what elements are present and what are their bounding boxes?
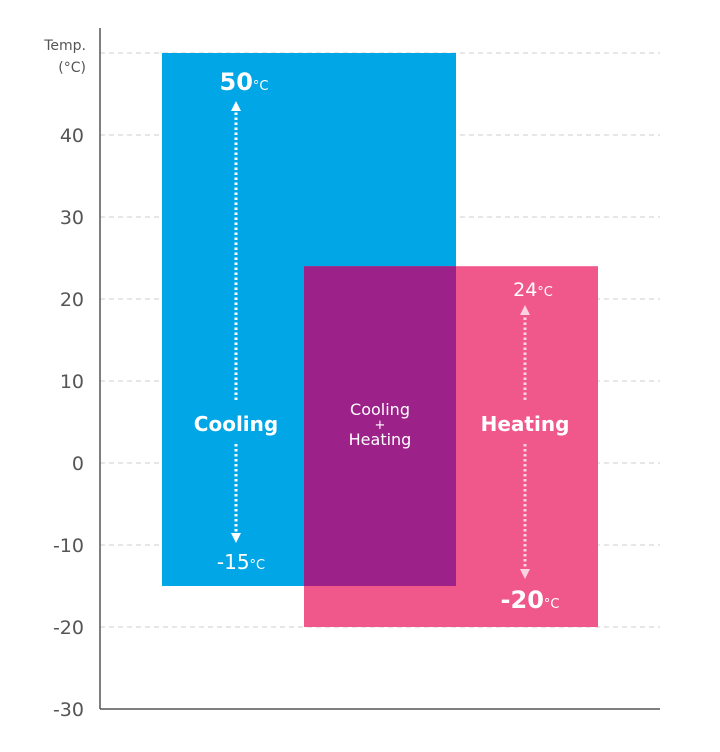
y-axis: Temp. (°C) [43,28,660,710]
cooling-max-label: 50°C [220,68,269,96]
heating-max-unit: °C [537,285,553,300]
y-tick-label-10: 10 [60,371,84,393]
overlap-label-line1: Cooling [350,400,410,419]
heating-max-value: 24 [513,279,537,301]
y-tick-label-40: 40 [60,125,84,147]
overlap-label-line3: Heating [349,430,412,449]
y-axis-unit: (°C) [58,60,86,76]
cooling-max-unit: °C [253,79,269,94]
heating-label: Heating [481,412,570,436]
range-labels: Cooling Heating Cooling + Heating 50°C -… [194,68,570,614]
y-tick-label-20: 20 [60,289,84,311]
y-tick-label--20: -20 [53,617,84,639]
y-tick-labels: 40 30 20 10 0 -10 -20 -30 [53,125,84,721]
y-tick-label-30: 30 [60,207,84,229]
range-bars [162,53,598,627]
y-axis-title: Temp. [43,38,86,54]
overlap-label-line2: + [375,418,386,433]
y-tick-label--30: -30 [53,699,84,721]
y-tick-label-0: 0 [72,453,84,475]
heating-min-unit: °C [544,597,560,612]
y-tick-label--10: -10 [53,535,84,557]
cooling-min-unit: °C [250,558,266,573]
cooling-min-value: -15 [217,550,250,574]
range-arrows [231,101,530,579]
heating-min-label: -20°C [501,586,560,614]
heating-max-label: 24°C [513,279,553,301]
cooling-min-label: -15°C [217,550,265,574]
heating-min-value: -20 [501,586,544,614]
cooling-label: Cooling [194,412,278,436]
cooling-max-value: 50 [220,68,253,96]
overlap-range-bar [304,266,456,586]
